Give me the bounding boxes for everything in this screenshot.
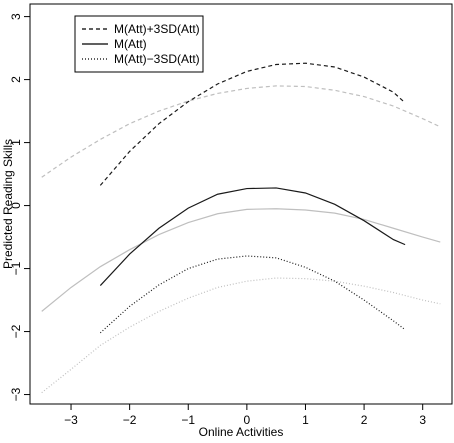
y-tick-label: −1 [9, 261, 23, 275]
y-tick-label: 2 [9, 76, 23, 83]
y-tick-label: 0 [9, 202, 23, 209]
y-tick-label: 3 [9, 13, 23, 20]
x-tick-label: 3 [419, 413, 426, 427]
series-layer [41, 62, 441, 394]
x-tick-label: −1 [181, 413, 195, 427]
x-axis: −3 −2 −1 0 1 2 3 [64, 404, 426, 427]
x-tick-label: 1 [302, 413, 309, 427]
legend-label: M(Att)−3SD(Att) [114, 52, 200, 66]
y-axis: −3 −2 −1 0 1 2 3 [9, 13, 30, 401]
legend-label: M(Att) [114, 37, 147, 51]
x-tick-label: −2 [123, 413, 137, 427]
legend: M(Att)+3SD(Att)M(Att)M(Att)−3SD(Att) [74, 15, 204, 73]
x-tick-label: 2 [361, 413, 368, 427]
y-tick-label: −3 [9, 387, 23, 401]
x-axis-title: Online Activities [199, 425, 284, 439]
series-line-low-black [99, 255, 406, 334]
x-tick-label: −3 [64, 413, 78, 427]
plot-frame [29, 3, 453, 405]
y-tick-label: 1 [9, 139, 23, 146]
x-tick-label: 0 [244, 413, 251, 427]
series-line-high-black [99, 62, 406, 186]
y-axis-title: Predicted Reading Skills [1, 139, 15, 269]
y-tick-label: −2 [9, 324, 23, 338]
legend-label: M(Att)+3SD(Att) [114, 22, 200, 36]
series-line-high-gray [41, 85, 441, 178]
series-line-mid-gray [41, 208, 441, 312]
series-line-low-gray [41, 277, 441, 394]
series-line-mid-black [99, 187, 406, 286]
